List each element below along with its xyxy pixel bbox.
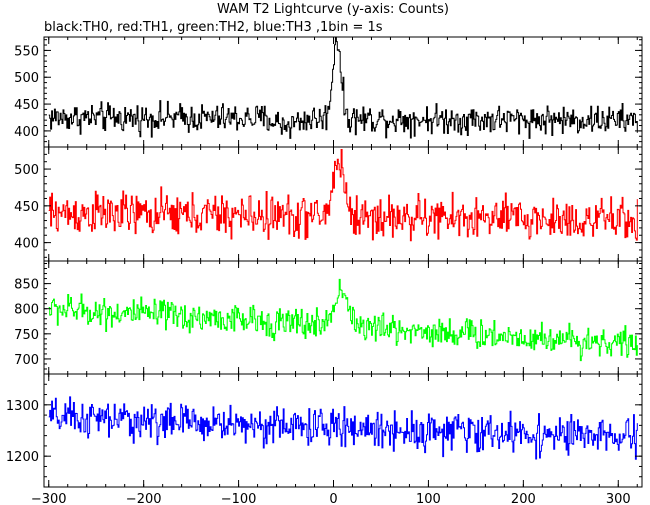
panel-th2: 700 750 800 850 [14, 260, 643, 375]
y-tick-label: 1200 [6, 450, 39, 465]
panels: 400 450 500 550 400 450 500 700 750 800 850 1200 130… [6, 36, 643, 488]
y-tick-label: 1300 [6, 399, 39, 414]
y-tick-label: 700 [14, 353, 39, 368]
x-axis: −300 −200 −100 0 100 200 300 [31, 492, 631, 505]
series-th2 [48, 278, 638, 362]
series-th1 [48, 149, 638, 242]
y-tick-label: 550 [14, 44, 39, 59]
y-tick-label: 400 [14, 125, 39, 140]
x-tick-label: 0 [329, 492, 337, 505]
y-tick-label: 450 [14, 98, 39, 113]
y-tick-label: 850 [14, 278, 39, 293]
chart-title: WAM T2 Lightcurve (y-axis: Counts) [217, 2, 449, 17]
x-tick-label: −200 [126, 492, 162, 505]
y-tick-label: 800 [14, 303, 39, 318]
y-tick-label: 450 [14, 200, 39, 215]
panel-frame [43, 373, 643, 488]
panel-th0: 400 450 500 550 [14, 36, 643, 148]
x-tick-label: −300 [31, 492, 67, 505]
y-tick-label: 500 [14, 71, 39, 86]
x-tick-label: −100 [221, 492, 257, 505]
y-tick-label: 500 [14, 163, 39, 178]
x-tick-label: 100 [416, 492, 441, 505]
y-tick-label: 750 [14, 328, 39, 343]
chart-subtitle: black:TH0, red:TH1, green:TH2, blue:TH3 … [44, 20, 383, 35]
series-th3 [48, 396, 638, 460]
panel-th3: 1200 1300 [6, 373, 643, 488]
x-tick-label: 200 [511, 492, 536, 505]
x-tick-label: 300 [606, 492, 631, 505]
y-tick-label: 400 [14, 237, 39, 252]
series-th0 [48, 37, 638, 139]
panel-th1: 400 450 500 [14, 146, 643, 262]
